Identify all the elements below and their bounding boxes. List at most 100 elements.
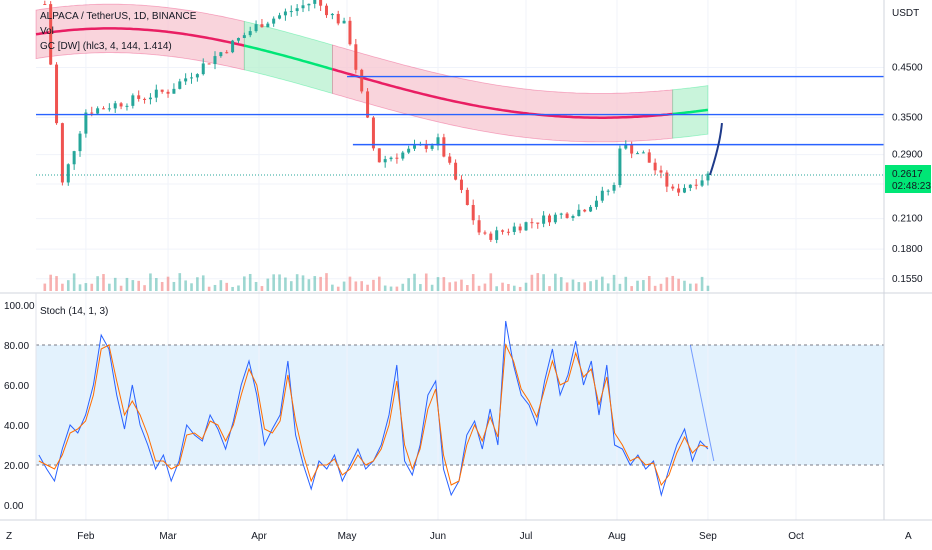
volume-bar <box>677 278 680 291</box>
volume-bar <box>595 279 598 291</box>
candle-body <box>360 69 364 92</box>
volume-bar <box>166 276 170 291</box>
volume-bar <box>477 285 481 291</box>
volume-bar <box>313 276 317 291</box>
volume-bar <box>149 273 152 291</box>
candle-body <box>377 148 381 163</box>
candle-body <box>477 220 481 233</box>
candle-body <box>330 13 334 16</box>
volume-bar <box>683 280 686 291</box>
volume-bar <box>583 282 587 291</box>
candles[interactable] <box>43 0 710 244</box>
volume-bar <box>190 283 193 291</box>
candle-body <box>694 184 698 186</box>
volume-bar <box>213 284 217 291</box>
candle-body <box>213 56 217 65</box>
volume-bar <box>131 280 135 291</box>
volume-bar <box>342 281 346 291</box>
volume-bar <box>559 277 563 291</box>
last-price-value: 0.2617 <box>892 169 923 180</box>
candle-body <box>630 144 634 154</box>
volume-bar <box>184 280 187 291</box>
volume-bar <box>378 276 381 291</box>
candle-body <box>119 103 123 107</box>
candle-body <box>407 148 411 153</box>
volume-bar <box>436 277 440 291</box>
candle-body <box>207 63 211 65</box>
candle-body <box>459 179 463 190</box>
currency-label: USDT <box>892 8 919 19</box>
candle-body <box>589 206 593 212</box>
candle-body <box>506 231 510 233</box>
auto-scale-button[interactable]: A <box>905 531 912 542</box>
volume-bar <box>401 283 405 291</box>
volume-bar <box>155 278 158 291</box>
volume-bar <box>419 284 422 291</box>
volume-bar <box>108 283 111 291</box>
volume-bar <box>653 285 657 291</box>
candle-body <box>272 18 276 24</box>
candle-body <box>55 64 59 124</box>
volume-bar <box>636 280 639 291</box>
candle-body <box>190 77 194 79</box>
stoch-label: Stoch (14, 1, 3) <box>40 306 108 317</box>
candle-body <box>536 222 540 224</box>
volume-bar <box>172 281 176 291</box>
candle-body <box>571 216 575 218</box>
candle-body <box>184 78 188 82</box>
projection-arrow <box>708 122 723 176</box>
candle-body <box>465 189 469 205</box>
volume-bar <box>671 275 675 291</box>
volume-bar <box>96 276 99 291</box>
timezone-button[interactable]: Z <box>6 531 12 542</box>
candle-body <box>501 230 505 232</box>
volume-bar <box>471 274 475 291</box>
candle-body <box>260 24 264 28</box>
candle-body <box>471 204 475 221</box>
volume-bar <box>354 281 358 291</box>
price-tick-label: 0.3500 <box>892 112 923 123</box>
candle-body <box>348 20 352 45</box>
candle-body <box>166 91 170 94</box>
candle-body <box>254 24 258 32</box>
volume-bar <box>348 276 352 291</box>
candle-body <box>242 35 246 39</box>
volume-bar <box>301 275 305 291</box>
volume-bar <box>489 273 493 291</box>
time-axis[interactable]: Feb Mar Apr May Jun Jul Aug Sep Oct <box>77 531 804 542</box>
candle-body <box>553 214 557 223</box>
candle-body <box>653 162 657 171</box>
volume-bar <box>389 286 393 291</box>
candle-body <box>137 95 141 99</box>
time-tick-label: Sep <box>699 531 717 542</box>
candle-body <box>706 173 710 181</box>
volume-bar <box>577 282 581 291</box>
candle-body <box>413 145 417 149</box>
volume-bar <box>289 281 293 291</box>
volume-bar <box>237 285 240 291</box>
candle-body <box>641 152 645 154</box>
candle-body <box>113 103 117 109</box>
candle-body <box>172 88 176 94</box>
candle-body <box>154 89 158 98</box>
candle-body <box>530 222 534 224</box>
volume-bar <box>231 286 234 291</box>
candle-body <box>366 91 370 118</box>
candle-body <box>278 15 282 19</box>
volume-bar <box>61 283 64 291</box>
candle-body <box>395 157 399 159</box>
volume-bar <box>601 276 604 291</box>
gc-band <box>35 3 709 143</box>
stoch-lines <box>36 320 884 497</box>
candle-body <box>43 4 47 5</box>
horizontal-levels[interactable] <box>36 75 884 176</box>
candle-body <box>542 215 546 224</box>
volume-bar <box>43 283 47 291</box>
candle-body <box>236 38 240 41</box>
gc-midline <box>672 108 709 116</box>
volume-bar <box>460 279 463 291</box>
candle-body <box>489 233 493 240</box>
volume-bar <box>125 277 129 291</box>
candle-body <box>301 5 305 9</box>
